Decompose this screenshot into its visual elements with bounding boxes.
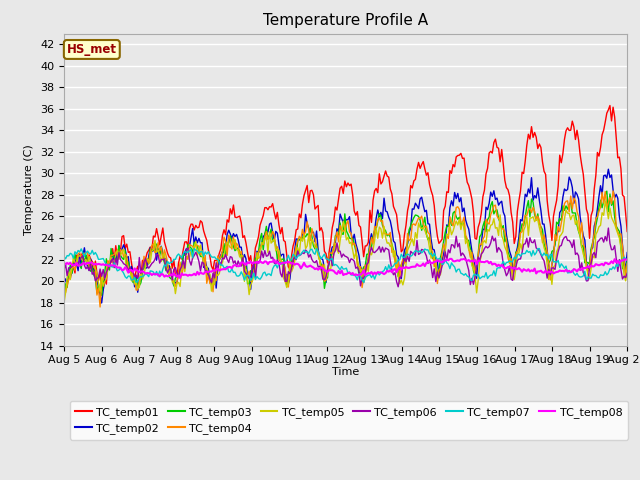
TC_temp08 [623,257,631,263]
TC_temp04 [308,226,316,231]
TC_temp01 [60,280,68,286]
TC_temp01 [593,150,601,156]
TC_temp02 [623,250,631,255]
TC_temp07 [536,246,543,252]
TC_temp02 [131,284,138,290]
TC_temp02 [258,240,266,246]
TC_temp05 [592,232,600,238]
TC_temp03 [247,268,255,274]
TC_temp04 [248,278,256,284]
Y-axis label: Temperature (C): Temperature (C) [24,144,35,235]
TC_temp08 [60,260,68,266]
TC_temp03 [228,238,236,243]
TC_temp04 [230,234,237,240]
TC_temp08 [308,264,316,270]
TC_temp06 [394,284,402,290]
Line: TC_temp02: TC_temp02 [64,169,627,303]
TC_temp02 [230,231,237,237]
Line: TC_temp03: TC_temp03 [64,191,627,295]
Line: TC_temp04: TC_temp04 [64,191,627,307]
TC_temp05 [247,282,255,288]
TC_temp06 [228,254,236,260]
TC_temp06 [256,258,264,264]
TC_temp04 [593,214,601,219]
TC_temp02 [98,300,106,306]
TC_temp02 [308,230,316,236]
TC_temp02 [248,268,256,274]
TC_temp05 [602,199,609,204]
TC_temp02 [605,167,612,172]
TC_temp08 [446,256,454,262]
TC_temp06 [307,252,314,257]
TC_temp01 [308,187,316,193]
TC_temp03 [129,280,137,286]
TC_temp06 [605,225,612,231]
TC_temp05 [228,244,236,250]
TC_temp06 [623,270,631,276]
TC_temp01 [606,103,614,108]
TC_temp05 [307,246,314,252]
TC_temp05 [129,268,137,274]
TC_temp01 [258,217,266,223]
Line: TC_temp05: TC_temp05 [64,202,627,303]
TC_temp07 [307,247,314,252]
Line: TC_temp06: TC_temp06 [64,228,627,287]
TC_temp04 [623,261,631,266]
TC_temp06 [129,269,137,275]
TC_temp04 [609,188,617,194]
TC_temp02 [593,206,601,212]
TC_temp07 [129,277,137,283]
TC_temp08 [258,260,266,265]
TC_temp04 [131,276,138,282]
TC_temp02 [60,282,68,288]
TC_temp08 [176,275,184,281]
TC_temp01 [61,287,69,293]
Text: HS_met: HS_met [67,43,117,56]
TC_temp07 [228,266,236,272]
TC_temp08 [595,263,603,268]
TC_temp04 [60,290,68,296]
X-axis label: Time: Time [332,367,359,377]
TC_temp06 [60,267,68,273]
Line: TC_temp07: TC_temp07 [64,249,627,282]
TC_temp08 [248,261,256,266]
TC_temp03 [307,225,314,230]
TC_temp01 [623,228,631,234]
TC_temp01 [230,202,237,208]
TC_temp08 [129,269,137,275]
TC_temp07 [623,257,631,263]
TC_temp03 [60,292,68,298]
TC_temp07 [360,279,367,285]
TC_temp04 [96,304,104,310]
Line: TC_temp01: TC_temp01 [64,106,627,290]
TC_temp07 [60,254,68,260]
TC_temp03 [592,223,600,228]
TC_temp03 [623,258,631,264]
TC_temp07 [256,276,264,282]
Legend: TC_temp01, TC_temp02, TC_temp03, TC_temp04, TC_temp05, TC_temp06, TC_temp07, TC_: TC_temp01, TC_temp02, TC_temp03, TC_temp… [70,401,628,440]
TC_temp01 [131,275,138,280]
TC_temp05 [256,253,264,259]
TC_temp03 [603,188,611,194]
TC_temp03 [256,236,264,242]
Line: TC_temp08: TC_temp08 [64,259,627,278]
Title: Temperature Profile A: Temperature Profile A [263,13,428,28]
TC_temp06 [247,274,255,280]
TC_temp08 [230,263,237,268]
TC_temp01 [248,267,256,273]
TC_temp05 [60,300,68,306]
TC_temp06 [593,240,601,245]
TC_temp04 [258,241,266,247]
TC_temp07 [595,275,603,281]
TC_temp05 [623,267,631,273]
TC_temp07 [247,277,255,283]
